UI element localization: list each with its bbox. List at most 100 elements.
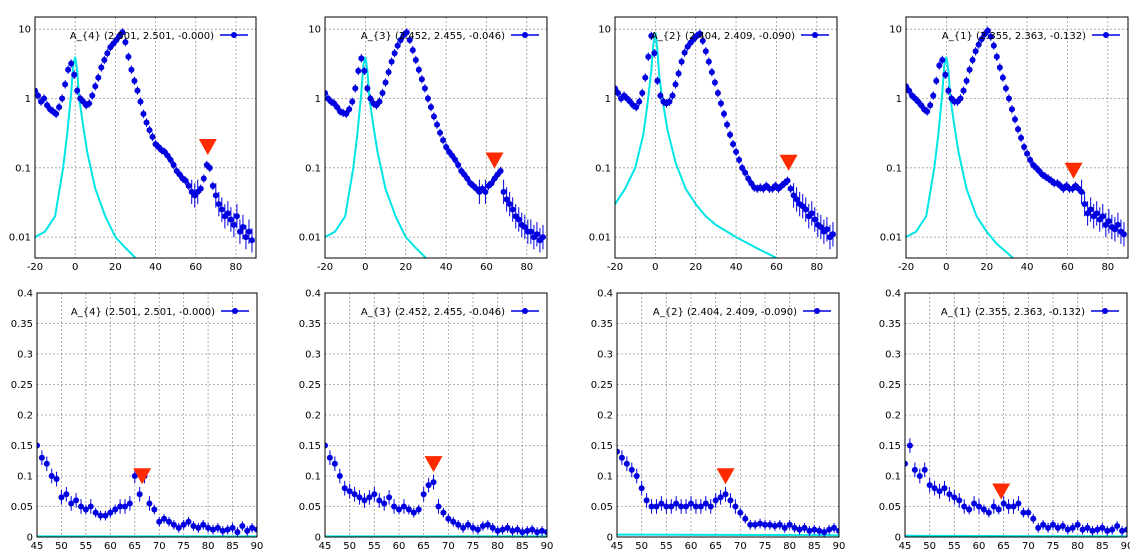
x-tick-label: -20	[317, 262, 333, 273]
legend-marker	[812, 32, 818, 38]
data-point	[227, 216, 234, 223]
data-point	[146, 127, 153, 134]
data-point	[180, 521, 187, 528]
data-point	[717, 494, 724, 501]
data-point	[1105, 218, 1112, 225]
data-point	[714, 90, 721, 97]
data-point	[699, 37, 706, 44]
data-point	[391, 50, 398, 57]
data-point	[185, 518, 192, 525]
data-point	[122, 39, 129, 46]
data-point	[445, 515, 452, 522]
x-tick-label: 60	[189, 262, 202, 273]
data-point	[209, 182, 216, 189]
data-point	[190, 523, 197, 530]
data-point	[678, 58, 685, 65]
x-tick-label: 80	[520, 262, 533, 273]
data-point	[996, 64, 1003, 71]
x-tick-label: 60	[1061, 262, 1074, 273]
y-tick-label: 0.2	[597, 411, 613, 422]
data-point	[966, 66, 973, 73]
y-tick-label: 0.2	[17, 411, 33, 422]
data-point	[86, 100, 93, 107]
data-point	[946, 491, 953, 498]
data-point	[164, 152, 171, 159]
y-tick-label: 0.1	[305, 472, 321, 483]
y-tick-label: 0.35	[299, 319, 321, 330]
data-point	[397, 36, 404, 43]
data-point	[995, 506, 1002, 513]
x-tick-label: 50	[55, 541, 68, 550]
data-point	[633, 473, 640, 479]
data-point	[906, 87, 913, 94]
data-point	[104, 50, 111, 57]
data-point	[143, 119, 150, 126]
data-point	[474, 526, 481, 533]
data-point	[182, 177, 189, 184]
data-point	[107, 509, 114, 516]
y-tick-label: 0	[607, 533, 613, 544]
x-tick-label: 85	[1096, 541, 1109, 550]
x-tick-label: 40	[1021, 262, 1034, 273]
data-point	[412, 56, 419, 63]
y-tick-label: 0.4	[885, 289, 901, 300]
data-point	[737, 509, 744, 516]
x-tick-label: 70	[734, 541, 747, 550]
x-tick-label: 70	[442, 541, 455, 550]
x-tick-label: 50	[635, 541, 648, 550]
data-point	[125, 53, 132, 60]
data-point	[43, 460, 50, 467]
data-point	[420, 491, 427, 498]
data-point	[1020, 509, 1027, 516]
data-point	[112, 506, 119, 513]
y-tick-label: 0.1	[597, 472, 613, 483]
data-point	[92, 83, 99, 90]
data-point	[736, 156, 743, 163]
data-point	[708, 69, 715, 76]
data-point	[757, 520, 764, 527]
data-point	[97, 512, 104, 519]
peak-marker-triangle	[133, 468, 152, 485]
data-point	[343, 110, 350, 117]
data-point	[931, 485, 938, 492]
data-point	[985, 509, 992, 516]
data-point	[68, 500, 75, 507]
y-tick-label: 0.1	[15, 163, 31, 174]
data-point	[524, 527, 531, 534]
data-point	[1084, 524, 1091, 531]
x-tick-label: 0	[362, 262, 368, 273]
data-point	[482, 188, 489, 195]
y-tick-label: 0.3	[597, 350, 613, 361]
data-point	[440, 509, 447, 516]
y-tick-label: 10	[18, 25, 31, 36]
data-point	[450, 518, 457, 525]
data-point	[515, 216, 522, 223]
data-point	[739, 164, 746, 171]
data-point	[1064, 526, 1071, 533]
data-point	[987, 33, 994, 40]
data-point	[957, 95, 964, 102]
x-tick-label: 90	[1121, 541, 1130, 550]
y-tick-label: 0.1	[595, 163, 611, 174]
data-point	[514, 526, 521, 533]
data-point	[688, 500, 694, 507]
data-point	[733, 148, 740, 155]
x-tick-label: 45	[611, 541, 624, 550]
data-point	[396, 506, 402, 513]
x-tick-label: 80	[230, 262, 243, 273]
peak-marker-triangle	[424, 456, 443, 473]
x-tick-label: 65	[997, 541, 1010, 550]
data-point	[826, 526, 833, 533]
data-point	[926, 482, 933, 489]
x-tick-label: 90	[541, 541, 554, 550]
data-point	[762, 521, 768, 528]
data-point	[499, 526, 506, 533]
data-point	[346, 106, 353, 113]
data-point	[808, 210, 815, 217]
data-point	[711, 79, 718, 86]
data-point	[1002, 85, 1009, 92]
data-point	[648, 503, 655, 510]
data-point	[990, 503, 997, 510]
data-point	[379, 90, 386, 97]
y-tick-label: 0.25	[11, 380, 33, 391]
